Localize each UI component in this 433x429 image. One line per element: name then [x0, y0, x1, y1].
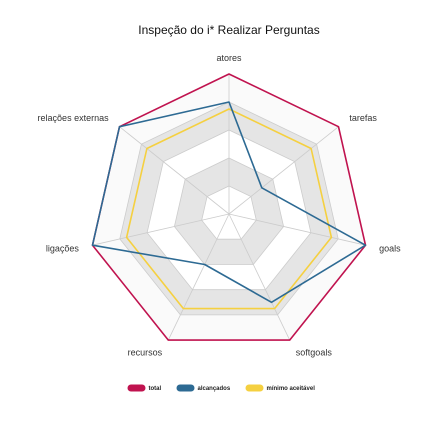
legend-label: mínimo aceitável [267, 386, 316, 392]
axis-label: softgoals [296, 348, 333, 358]
axis-label: tarefas [349, 113, 377, 123]
axis-label: atores [216, 53, 242, 63]
grid-spoke [228, 126, 339, 215]
legend-swatch [127, 384, 146, 392]
legend-label: total [149, 386, 162, 392]
chart-title: Inspeção do i* Realizar Perguntas [138, 23, 319, 37]
grid-spoke [228, 213, 291, 341]
chart-legend: total alcançados mínimo aceitável [127, 384, 316, 392]
legend-label: alcançados [198, 386, 231, 392]
legend-swatch [245, 384, 264, 392]
grid-spoke [92, 213, 230, 246]
radar-grid [92, 73, 366, 341]
grid-spoke [167, 213, 230, 341]
axis-label: recursos [128, 348, 163, 358]
grid-spoke [228, 213, 366, 246]
axis-labels: atores tarefas goals softgoals recursos ligaç… [38, 53, 402, 358]
radar-series [91, 73, 367, 341]
axis-label: ligações [46, 243, 80, 253]
legend-swatch [176, 384, 195, 392]
series-line-2 [125, 108, 333, 310]
series-line-1 [91, 101, 367, 304]
axis-label: relações externas [38, 113, 110, 123]
grid-spoke [119, 126, 230, 215]
axis-label: goals [379, 243, 401, 253]
